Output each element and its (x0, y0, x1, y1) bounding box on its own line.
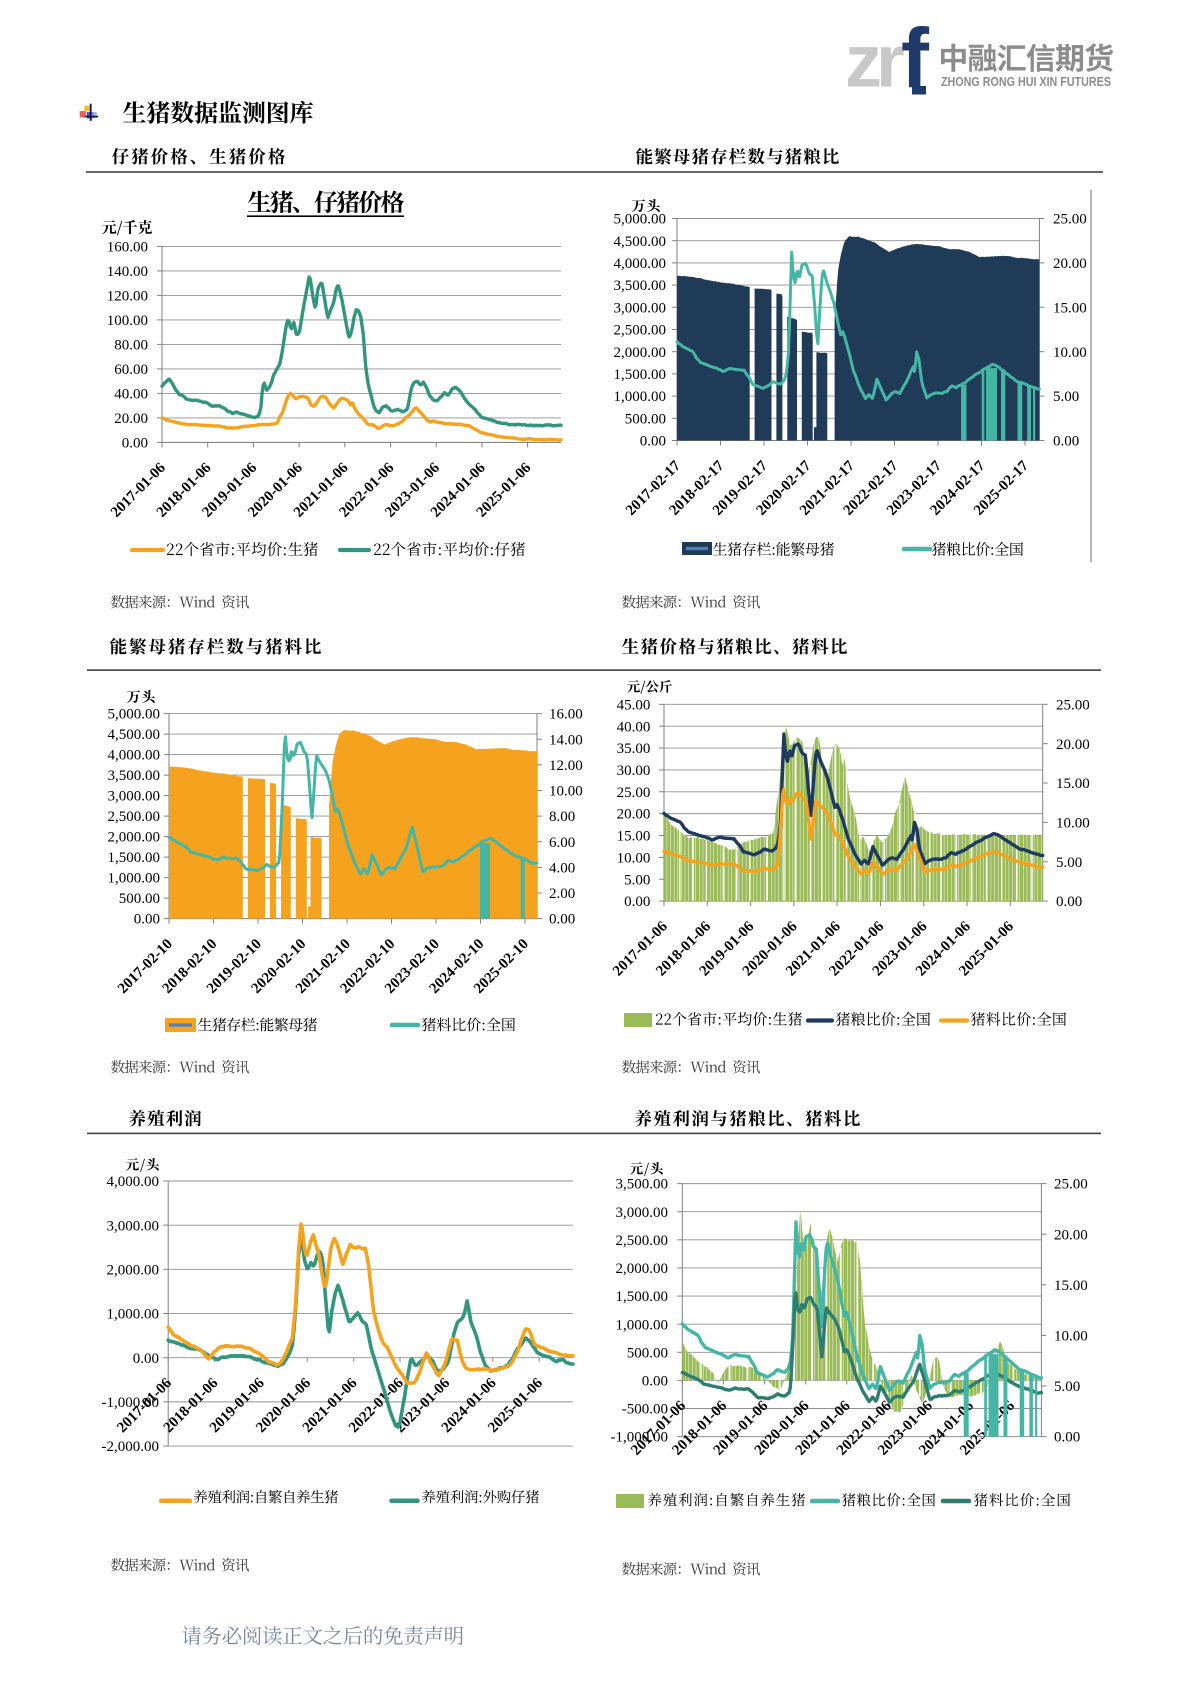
svg-text:40.00: 40.00 (617, 719, 651, 735)
svg-text:15.00: 15.00 (1053, 300, 1087, 316)
svg-text:10.00: 10.00 (617, 851, 651, 867)
svg-text:3,500.00: 3,500.00 (108, 768, 161, 784)
svg-text:0.00: 0.00 (549, 912, 575, 928)
svg-text:5,000.00: 5,000.00 (614, 212, 667, 228)
svg-text:0.00: 0.00 (1056, 894, 1082, 910)
svg-text:140.00: 140.00 (107, 264, 148, 280)
svg-text:10.00: 10.00 (549, 784, 583, 800)
svg-text:4,000.00: 4,000.00 (107, 1174, 160, 1190)
svg-text:15.00: 15.00 (617, 829, 651, 845)
svg-text:0.00: 0.00 (134, 912, 160, 928)
svg-text:-1,000.00: -1,000.00 (611, 1430, 669, 1446)
svg-text:10.00: 10.00 (1056, 816, 1090, 832)
svg-text:4,000.00: 4,000.00 (108, 748, 161, 764)
svg-text:40.00: 40.00 (114, 387, 148, 403)
svg-text:25.00: 25.00 (1056, 697, 1090, 713)
svg-text:20.00: 20.00 (114, 411, 148, 427)
svg-text:2,500.00: 2,500.00 (614, 323, 667, 339)
svg-text:1,000.00: 1,000.00 (108, 871, 161, 887)
svg-text:10.00: 10.00 (1053, 345, 1087, 361)
svg-text:1,000.00: 1,000.00 (616, 1317, 669, 1333)
svg-text:0.00: 0.00 (133, 1351, 159, 1367)
svg-text:3,000.00: 3,000.00 (616, 1205, 669, 1221)
svg-text:2,500.00: 2,500.00 (108, 809, 161, 825)
svg-text:100.00: 100.00 (107, 313, 148, 329)
svg-text:30.00: 30.00 (617, 763, 651, 779)
svg-text:20.00: 20.00 (1053, 256, 1087, 272)
svg-text:0.00: 0.00 (642, 1374, 668, 1390)
svg-text:2,000.00: 2,000.00 (616, 1261, 669, 1277)
svg-text:45.00: 45.00 (617, 697, 651, 713)
svg-text:0.00: 0.00 (1054, 1430, 1080, 1446)
svg-text:3,000.00: 3,000.00 (614, 300, 667, 316)
svg-text:12.00: 12.00 (549, 758, 583, 774)
svg-text:5.00: 5.00 (1053, 389, 1079, 405)
svg-text:1,500.00: 1,500.00 (616, 1289, 669, 1305)
svg-text:500.00: 500.00 (627, 1345, 668, 1361)
svg-text:35.00: 35.00 (617, 741, 651, 757)
svg-text:120.00: 120.00 (107, 289, 148, 305)
svg-text:25.00: 25.00 (1053, 212, 1087, 228)
svg-text:3,500.00: 3,500.00 (616, 1177, 669, 1193)
svg-text:3,500.00: 3,500.00 (614, 278, 667, 294)
svg-text:-1,000.00: -1,000.00 (102, 1395, 160, 1411)
svg-text:6.00: 6.00 (549, 835, 575, 851)
svg-text:-2,000.00: -2,000.00 (102, 1439, 160, 1455)
svg-text:5.00: 5.00 (1056, 855, 1082, 871)
svg-text:160.00: 160.00 (107, 240, 148, 256)
svg-text:-500.00: -500.00 (622, 1402, 668, 1418)
svg-text:2,000.00: 2,000.00 (614, 345, 667, 361)
svg-text:1,500.00: 1,500.00 (108, 850, 161, 866)
svg-text:8.00: 8.00 (549, 809, 575, 825)
svg-text:4,500.00: 4,500.00 (108, 727, 161, 743)
svg-text:3,000.00: 3,000.00 (107, 1218, 160, 1234)
svg-text:4,500.00: 4,500.00 (614, 234, 667, 250)
svg-text:60.00: 60.00 (114, 362, 148, 378)
svg-text:2,500.00: 2,500.00 (616, 1233, 669, 1249)
svg-text:15.00: 15.00 (1056, 776, 1090, 792)
svg-text:1,000.00: 1,000.00 (614, 389, 667, 405)
svg-text:5.00: 5.00 (624, 872, 650, 888)
svg-text:5,000.00: 5,000.00 (108, 707, 161, 723)
svg-text:25.00: 25.00 (617, 785, 651, 801)
svg-text:1,000.00: 1,000.00 (107, 1307, 160, 1323)
svg-text:5.00: 5.00 (1054, 1379, 1080, 1395)
svg-text:0.00: 0.00 (122, 436, 148, 452)
svg-text:0.00: 0.00 (1053, 434, 1079, 450)
svg-text:0.00: 0.00 (624, 894, 650, 910)
svg-text:20.00: 20.00 (1056, 737, 1090, 753)
svg-text:20.00: 20.00 (1054, 1227, 1088, 1243)
svg-text:25.00: 25.00 (1054, 1177, 1088, 1193)
svg-text:zr: zr (845, 20, 904, 103)
svg-text:3,000.00: 3,000.00 (108, 789, 161, 805)
svg-text:1,500.00: 1,500.00 (614, 367, 667, 383)
svg-text:15.00: 15.00 (1054, 1278, 1088, 1294)
svg-text:80.00: 80.00 (114, 338, 148, 354)
svg-text:20.00: 20.00 (617, 807, 651, 823)
svg-text:500.00: 500.00 (119, 891, 160, 907)
svg-text:2.00: 2.00 (549, 886, 575, 902)
svg-text:4,000.00: 4,000.00 (614, 256, 667, 272)
svg-text:0.00: 0.00 (640, 434, 666, 450)
svg-text:14.00: 14.00 (549, 732, 583, 748)
svg-text:ZHONG RONG HUI XIN FUTURES: ZHONG RONG HUI XIN FUTURES (941, 75, 1111, 89)
svg-text:4.00: 4.00 (549, 861, 575, 877)
svg-text:16.00: 16.00 (549, 707, 583, 723)
svg-text:500.00: 500.00 (625, 411, 666, 427)
svg-text:2,000.00: 2,000.00 (108, 830, 161, 846)
svg-text:10.00: 10.00 (1054, 1329, 1088, 1345)
svg-text:2,000.00: 2,000.00 (107, 1263, 160, 1279)
